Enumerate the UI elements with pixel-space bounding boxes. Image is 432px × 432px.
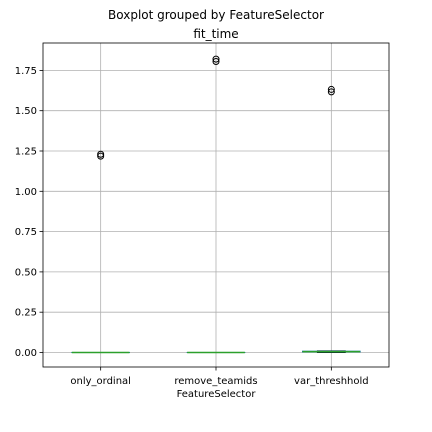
grid-layer: [43, 43, 389, 367]
y-tick-label: 0.25: [15, 308, 37, 319]
x-axis-label: FeatureSelector: [177, 389, 257, 400]
y-tick-label: 1.25: [15, 147, 37, 158]
x-tick-label: remove_teamids: [174, 376, 257, 387]
x-tick-label: var_threshhold: [294, 376, 369, 387]
y-tick-label: 1.75: [15, 66, 37, 77]
y-tick-label: 1.50: [15, 106, 37, 117]
y-tick-label: 0.00: [15, 348, 37, 359]
outlier-point: [327, 85, 335, 93]
chart-suptitle: Boxplot grouped by FeatureSelector: [108, 8, 324, 22]
outlier-point: [97, 152, 105, 160]
y-tick-label: 1.00: [15, 187, 37, 198]
x-tick-label: only_ordinal: [70, 376, 131, 387]
chart-title: fit_time: [193, 27, 238, 41]
outlier-point: [212, 58, 220, 66]
outlier-point: [327, 88, 335, 96]
outlier-point: [97, 150, 105, 158]
tick-layer: 0.00 0.25 0.50 0.75 1.00 1.25 1.50 1.75 only_ord…: [15, 66, 369, 387]
box-layer: [71, 55, 361, 354]
y-tick-label: 0.75: [15, 227, 37, 238]
y-tick-label: 0.50: [15, 267, 37, 278]
outlier-point: [212, 55, 220, 63]
